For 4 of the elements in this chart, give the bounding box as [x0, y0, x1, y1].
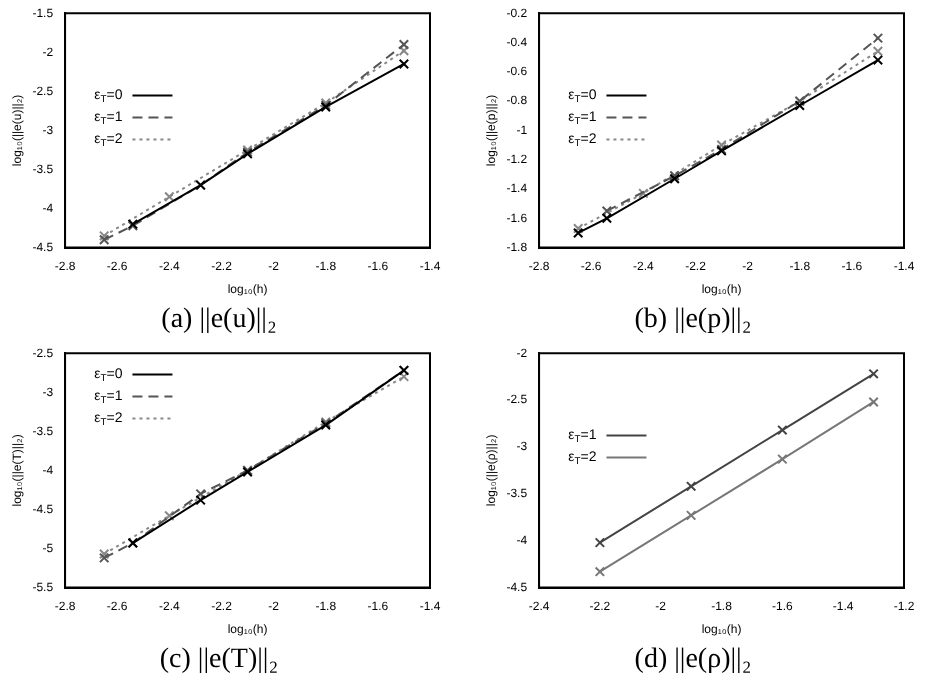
text: (a) ||e(u)||₂ — [161, 304, 277, 335]
text: (d) ||e(ρ)||₂ — [634, 644, 752, 675]
text: (c) ||e(T)||₂ — [159, 644, 279, 675]
text: (b) ||e(p)||₂ — [634, 304, 752, 335]
